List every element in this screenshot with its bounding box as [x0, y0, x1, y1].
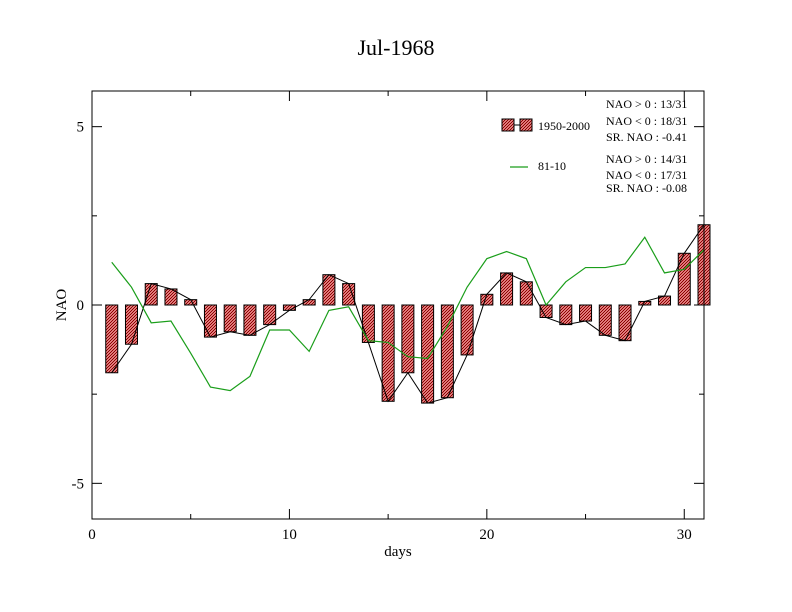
- bar: [342, 283, 356, 306]
- stats-bars-positive: NAO > 0 : 13/31: [606, 97, 687, 111]
- bar-series: [105, 224, 711, 404]
- legend-bar-swatch-right: [519, 118, 533, 132]
- stats-line-negative: NAO < 0 : 17/31: [606, 168, 687, 182]
- bar: [144, 283, 158, 306]
- x-axis-label: days: [384, 544, 412, 560]
- bar: [105, 304, 119, 374]
- x-tick-label: 10: [282, 527, 297, 543]
- x-tick-label: 30: [677, 527, 692, 543]
- stats-bars-sr: SR. NAO : -0.41: [606, 130, 687, 144]
- x-tick-label: 20: [479, 527, 494, 543]
- stats-line-sr: SR. NAO : -0.08: [606, 181, 687, 195]
- y-axis-label: NAO: [54, 289, 70, 322]
- bar: [124, 304, 138, 345]
- legend: 1950-2000 81-10 NAO > 0 : 13/31 NAO < 0 …: [501, 97, 687, 195]
- bar: [539, 304, 553, 318]
- legend-label-bars: 1950-2000: [538, 119, 590, 133]
- bar: [401, 304, 415, 374]
- green-series-line: [111, 236, 705, 392]
- bar: [203, 304, 217, 338]
- bar: [519, 281, 533, 306]
- bar: [579, 304, 593, 322]
- chart-title: Jul-1968: [358, 35, 435, 60]
- y-tick-label: 0: [77, 298, 85, 314]
- y-tick-label: 5: [77, 120, 85, 136]
- x-tick-label: 0: [88, 527, 96, 543]
- bar: [381, 304, 395, 402]
- stats-bars-negative: NAO < 0 : 18/31: [606, 114, 687, 128]
- bar-series-line: [111, 224, 705, 404]
- axis-ticks: 0 10 20 30 5 0 -5: [72, 91, 704, 543]
- bar: [243, 304, 257, 336]
- bar: [361, 304, 375, 343]
- bar: [618, 304, 632, 342]
- bar: [223, 304, 237, 333]
- bar: [598, 304, 612, 336]
- bar: [677, 252, 691, 306]
- bar: [559, 304, 573, 326]
- y-tick-label: -5: [72, 476, 85, 492]
- legend-label-line: 81-10: [538, 159, 566, 173]
- bar: [421, 304, 435, 404]
- legend-bar-swatch-left: [501, 118, 515, 132]
- bar: [460, 304, 474, 356]
- stats-line-positive: NAO > 0 : 14/31: [606, 152, 687, 166]
- line-series: [111, 224, 705, 404]
